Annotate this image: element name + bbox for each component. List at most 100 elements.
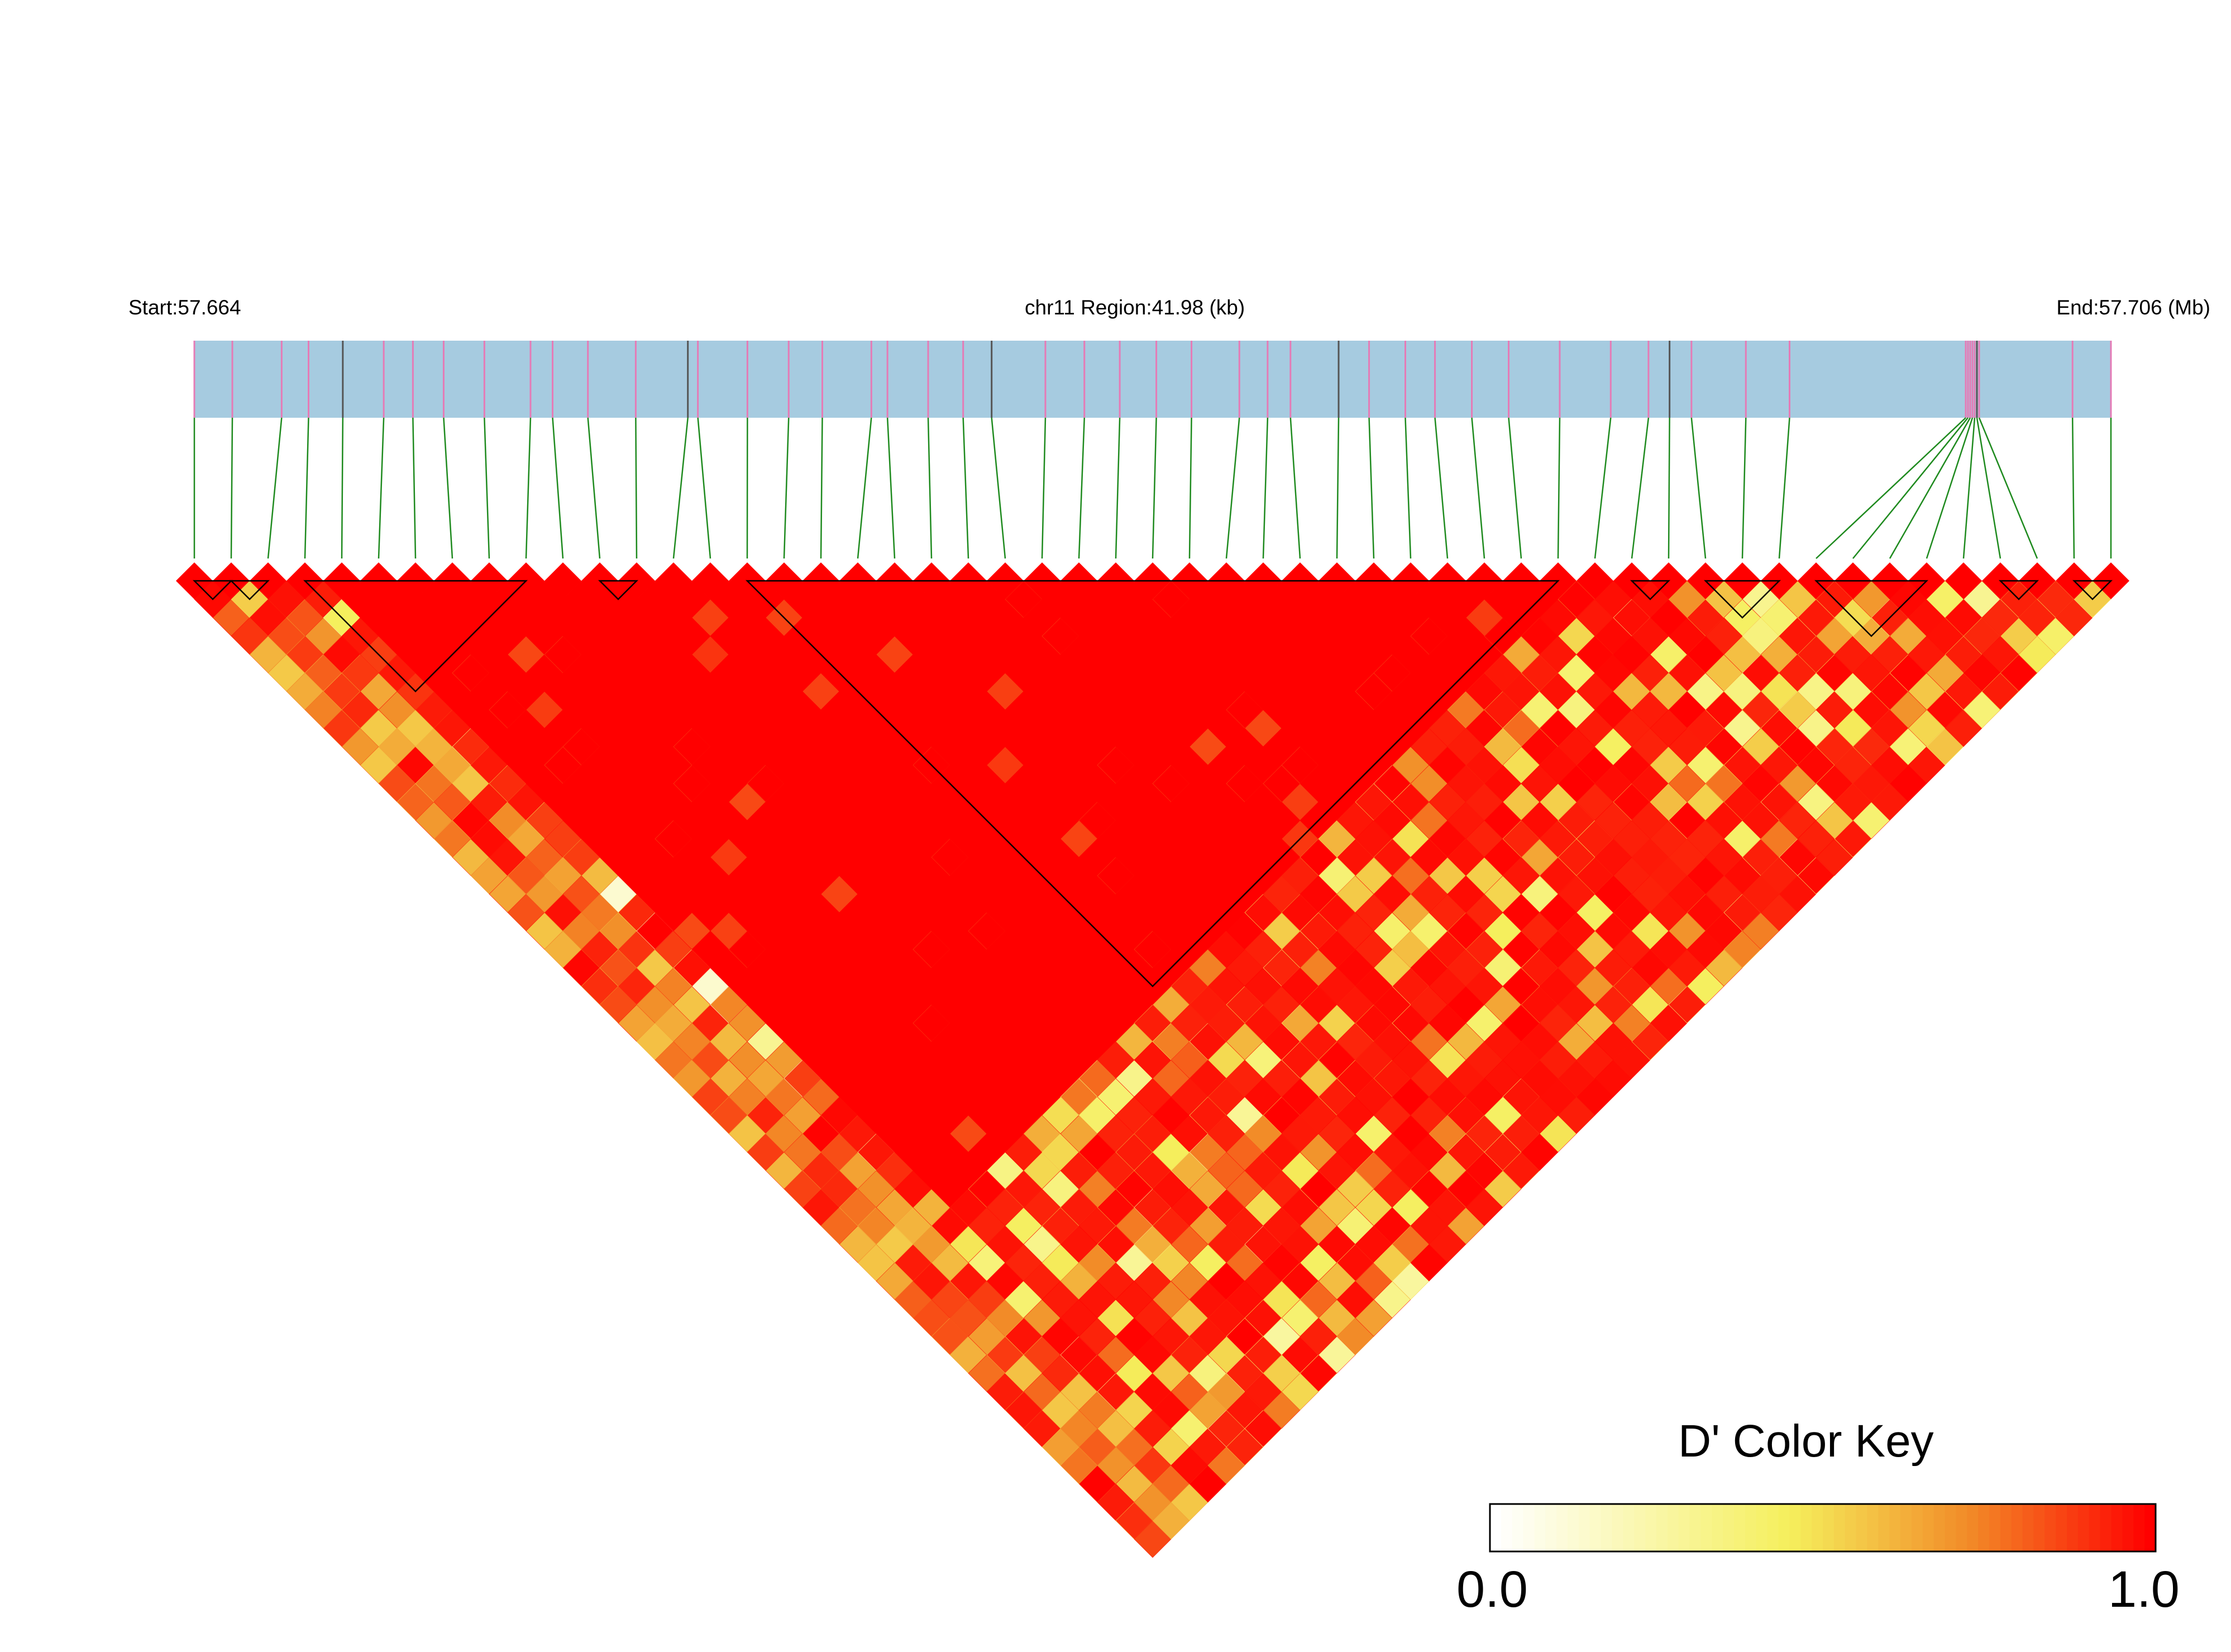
color-key-swatch xyxy=(1556,1504,1568,1551)
snp-connector xyxy=(1079,418,1085,558)
color-key-swatch xyxy=(1834,1504,1845,1551)
snp-connector xyxy=(887,418,895,558)
snp-connector xyxy=(1042,418,1045,558)
color-key-swatch xyxy=(1568,1504,1579,1551)
color-key-swatch xyxy=(1945,1504,1956,1551)
color-key-swatch xyxy=(1668,1504,1679,1551)
color-key-swatch xyxy=(1767,1504,1779,1551)
snp-connector xyxy=(1779,418,1790,558)
snp-connector xyxy=(379,418,384,558)
snp-connector xyxy=(305,418,309,558)
color-key-swatch xyxy=(2078,1504,2089,1551)
color-key-swatch xyxy=(2056,1504,2067,1551)
snp-connector xyxy=(526,418,531,558)
color-key-swatch xyxy=(1845,1504,1856,1551)
color-key-swatch xyxy=(2023,1504,2034,1551)
snp-connector xyxy=(1692,418,1706,558)
snp-connector xyxy=(928,418,931,558)
snp-connector xyxy=(1116,418,1120,558)
snp-connector xyxy=(1595,418,1611,558)
snp-connector xyxy=(821,418,822,558)
color-key-swatch xyxy=(1623,1504,1634,1551)
color-key-swatch xyxy=(1579,1504,1590,1551)
snp-connector xyxy=(1472,418,1484,558)
color-key-swatch xyxy=(1723,1504,1734,1551)
snp-connector xyxy=(673,418,688,558)
snp-connector xyxy=(992,418,1005,558)
color-key-swatch xyxy=(1789,1504,1800,1551)
color-key-swatch xyxy=(1601,1504,1612,1551)
snp-connector xyxy=(231,418,232,558)
snp-connector xyxy=(553,418,563,558)
snp-connector xyxy=(1405,418,1411,558)
snp-connector xyxy=(1263,418,1268,558)
chromosome-region-track xyxy=(194,341,2111,418)
color-key-swatch xyxy=(1900,1504,1912,1551)
color-key-swatch xyxy=(1823,1504,1834,1551)
snp-connector xyxy=(1369,418,1374,558)
color-key-min-label: 0.0 xyxy=(1456,1564,1528,1615)
snp-connector xyxy=(1558,418,1560,558)
color-key-swatch xyxy=(1756,1504,1767,1551)
color-key-swatch xyxy=(1700,1504,1712,1551)
snp-connector xyxy=(484,418,489,558)
color-key-swatch xyxy=(2100,1504,2111,1551)
color-key-swatch xyxy=(2111,1504,2123,1551)
snp-connector xyxy=(1291,418,1300,558)
color-key-swatch xyxy=(1501,1504,1512,1551)
color-key-swatch xyxy=(1878,1504,1889,1551)
color-key-swatch xyxy=(1745,1504,1756,1551)
color-key-swatch xyxy=(2122,1504,2133,1551)
ld-heatmap-cells xyxy=(176,562,2129,1558)
color-key-swatch xyxy=(1734,1504,1745,1551)
snp-connector xyxy=(1816,418,1966,558)
color-key-swatch xyxy=(1545,1504,1556,1551)
color-key-swatch xyxy=(1656,1504,1668,1551)
color-key-swatch xyxy=(2089,1504,2100,1551)
snp-connector xyxy=(342,418,343,558)
color-key-swatch xyxy=(1490,1504,1501,1551)
snp-connector xyxy=(1977,418,2000,558)
color-key-swatch xyxy=(2067,1504,2078,1551)
color-key-swatch xyxy=(1512,1504,1523,1551)
color-key-swatch xyxy=(1934,1504,1945,1551)
color-key-swatch xyxy=(1812,1504,1823,1551)
color-key-swatch xyxy=(2000,1504,2012,1551)
color-key-swatch xyxy=(1800,1504,1812,1551)
color-key-max-label: 1.0 xyxy=(2108,1564,2180,1615)
color-key-swatch xyxy=(1590,1504,1601,1551)
snp-connector xyxy=(588,418,600,558)
snp-connector xyxy=(698,418,710,558)
snp-connector xyxy=(858,418,871,558)
color-key-swatch xyxy=(2033,1504,2044,1551)
color-key-swatch xyxy=(1989,1504,2000,1551)
color-key-swatch xyxy=(1612,1504,1623,1551)
snp-connector xyxy=(413,418,415,558)
color-key-swatch xyxy=(1645,1504,1656,1551)
color-key-swatch xyxy=(1779,1504,1790,1551)
color-key-swatch xyxy=(2044,1504,2056,1551)
color-key-swatch xyxy=(1889,1504,1900,1551)
color-key-swatch xyxy=(1690,1504,1701,1551)
snp-connector xyxy=(1979,418,2037,558)
snp-connector xyxy=(443,418,452,558)
color-key-swatch xyxy=(1523,1504,1535,1551)
color-key-swatch xyxy=(1923,1504,1934,1551)
color-key-swatch xyxy=(1978,1504,1989,1551)
color-key-swatch xyxy=(1534,1504,1545,1551)
snp-connector xyxy=(1853,418,1968,558)
color-key-swatch xyxy=(1956,1504,1967,1551)
snp-connector xyxy=(963,418,968,558)
snp-connector xyxy=(1669,418,1670,558)
color-key-title: D' Color Key xyxy=(1678,1419,1934,1464)
color-key-swatch xyxy=(1867,1504,1878,1551)
snp-connector xyxy=(1153,418,1157,558)
snp-connector xyxy=(1189,418,1192,558)
snp-connector xyxy=(1337,418,1339,558)
snp-connector xyxy=(636,418,637,558)
snp-connector xyxy=(1509,418,1521,558)
color-key-bar xyxy=(1490,1504,2156,1551)
snp-connector xyxy=(1226,418,1239,558)
color-key-swatch xyxy=(1634,1504,1645,1551)
